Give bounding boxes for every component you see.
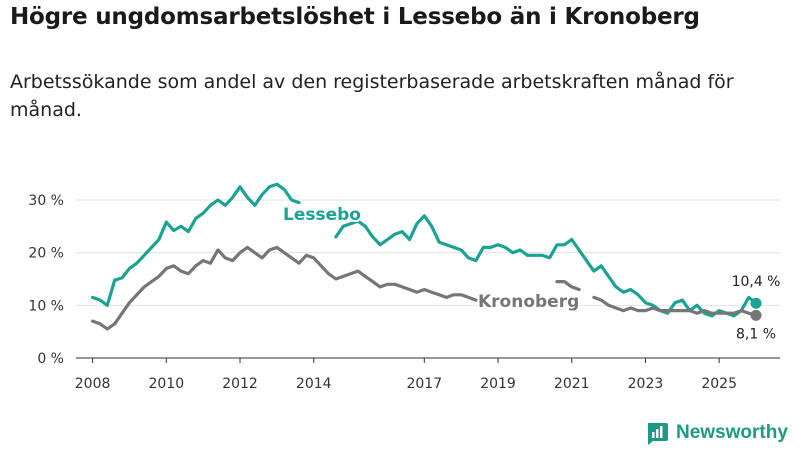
end-value-label-lessebo: 10,4 % bbox=[732, 274, 781, 290]
x-tick-label: 2014 bbox=[296, 376, 332, 392]
end-point-lessebo bbox=[750, 297, 762, 309]
x-tick-label: 2017 bbox=[406, 376, 442, 392]
chart-title: Högre ungdomsarbetslöshet i Lessebo än i… bbox=[10, 4, 700, 30]
series-line-kronoberg bbox=[91, 245, 478, 331]
series-line-lessebo bbox=[91, 182, 301, 307]
y-tick-label: 10 % bbox=[28, 298, 64, 314]
x-tick-label: 2008 bbox=[75, 376, 111, 392]
newsworthy-logo-icon bbox=[648, 423, 668, 445]
x-tick-label: 2025 bbox=[701, 376, 737, 392]
series-label-lessebo: Lessebo bbox=[283, 205, 361, 225]
end-value-label-kronoberg: 8,1 % bbox=[736, 326, 776, 342]
y-tick-label: 20 % bbox=[28, 246, 64, 262]
series-label-kronoberg: Kronoberg bbox=[478, 292, 579, 312]
x-tick-label: 2012 bbox=[222, 376, 258, 392]
newsworthy-brand[interactable]: Newsworthy bbox=[645, 420, 788, 446]
chart-subtitle: Arbetssökande som andel av den registerb… bbox=[10, 71, 734, 121]
y-tick-label: 30 % bbox=[28, 193, 64, 209]
y-tick-label: 0 % bbox=[37, 351, 64, 367]
end-point-kronoberg bbox=[750, 309, 762, 321]
x-tick-label: 2019 bbox=[480, 376, 516, 392]
x-tick-label: 2023 bbox=[628, 376, 664, 392]
series-line-kronoberg bbox=[592, 295, 758, 317]
x-tick-label: 2010 bbox=[148, 376, 184, 392]
series-line-kronoberg bbox=[555, 280, 581, 292]
x-tick-label: 2021 bbox=[554, 376, 590, 392]
brand-name: Newsworthy bbox=[676, 422, 788, 443]
series-line-lessebo bbox=[334, 214, 758, 318]
